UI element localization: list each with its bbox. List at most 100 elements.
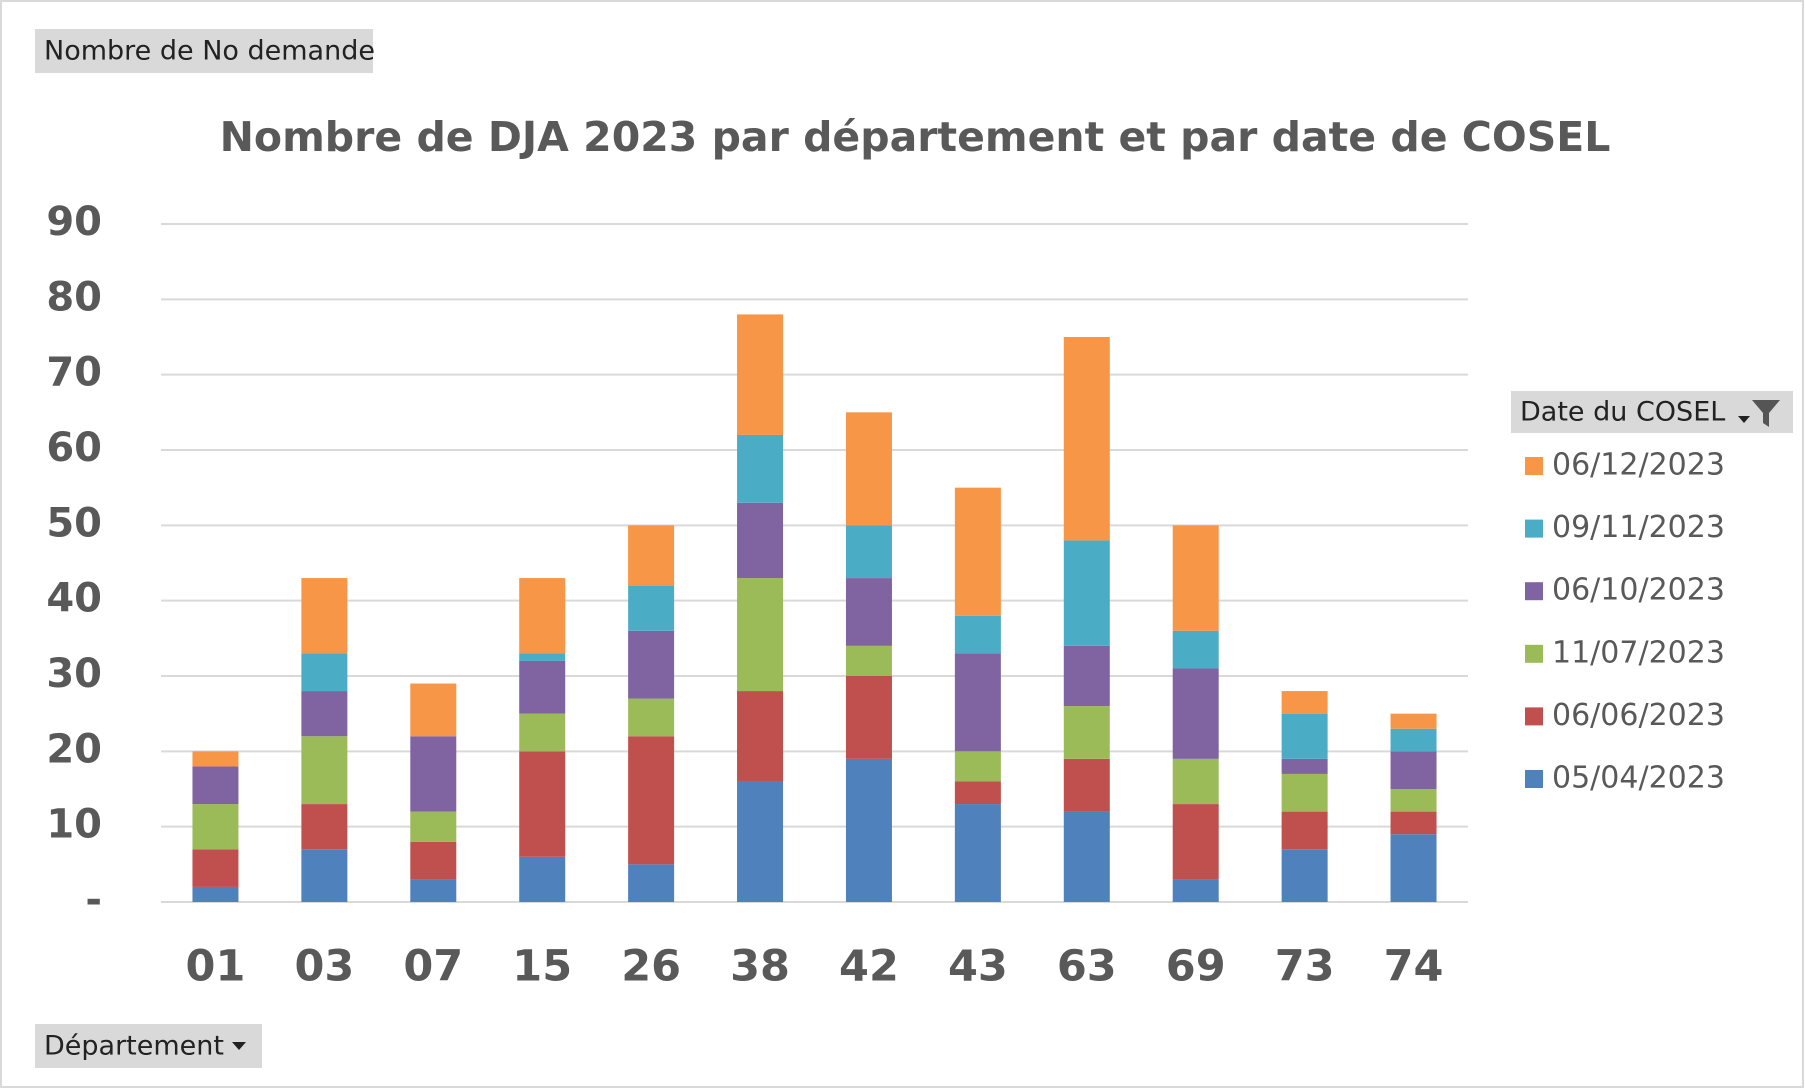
legend-swatch <box>1525 770 1543 788</box>
legend-label: 09/11/2023 <box>1552 510 1725 545</box>
bar-segment <box>1172 758 1219 805</box>
bar-segment <box>845 412 892 526</box>
bar-segment <box>519 713 566 752</box>
axis-field-label: Département <box>44 1031 224 1062</box>
bar-segment <box>1063 645 1110 707</box>
bar-segment <box>1172 879 1219 902</box>
bar-segment <box>628 736 675 865</box>
bar-segment <box>1390 789 1437 812</box>
bar-segment <box>410 879 457 902</box>
axis-field-button[interactable]: Département <box>35 1024 262 1068</box>
x-tick-label: 26 <box>621 942 681 992</box>
bar-segment <box>1281 758 1328 774</box>
bar-segment <box>192 804 239 850</box>
bar-segment <box>410 683 457 737</box>
bar-segment <box>845 676 892 759</box>
bar-segment <box>519 660 566 714</box>
legend-swatch <box>1525 519 1543 538</box>
bar-segment <box>954 804 1001 902</box>
y-tick-label: 90 <box>46 199 102 245</box>
bar-segment <box>1063 337 1110 541</box>
bar-segment <box>628 698 675 737</box>
bar-segment <box>519 751 566 857</box>
bar-segment <box>410 736 457 812</box>
y-tick-label: 60 <box>46 425 102 471</box>
bar-segment <box>737 314 784 435</box>
x-tick-label: 15 <box>512 942 572 992</box>
x-tick-label: 01 <box>186 942 246 992</box>
bar-segment <box>737 434 784 503</box>
bar-segment <box>1390 811 1437 835</box>
legend-title: Date du COSEL <box>1520 397 1725 428</box>
bar-segment <box>845 578 892 646</box>
y-tick-label: 80 <box>46 274 102 320</box>
bar-segment <box>1172 630 1219 669</box>
bar-segment <box>1390 834 1437 902</box>
bar-segment <box>628 864 675 902</box>
bar-segment <box>845 525 892 579</box>
y-tick-label: - <box>85 877 102 923</box>
bar-segment <box>410 811 457 842</box>
legend-field-button[interactable]: Date du COSEL <box>1511 391 1793 433</box>
y-tick-label: 40 <box>46 576 102 622</box>
bar-segment <box>1281 811 1328 850</box>
bar-segment <box>737 578 784 692</box>
bar-segment <box>519 578 566 654</box>
bar-segment <box>519 856 566 902</box>
bar-segment <box>954 615 1001 654</box>
bar-segment <box>1390 713 1437 729</box>
bar-segment <box>1172 525 1219 631</box>
bar-segment <box>845 758 892 902</box>
bar-segment <box>954 781 1001 805</box>
bar-segment <box>737 781 784 902</box>
data-field-button[interactable]: Nombre de No demande <box>35 29 375 73</box>
bar-segment <box>845 645 892 676</box>
y-tick-label: 20 <box>46 726 102 772</box>
bar-segment <box>1390 728 1437 752</box>
chart-title: Nombre de DJA 2023 par département et pa… <box>220 113 1611 161</box>
bar-segment <box>737 691 784 782</box>
legend-swatch <box>1525 582 1543 601</box>
bar-segment <box>192 849 239 887</box>
bar-segment <box>1063 758 1110 812</box>
bar-segment <box>410 841 457 880</box>
bar-segment <box>1063 540 1110 646</box>
x-tick-label: 69 <box>1166 942 1226 992</box>
bar-segment <box>1063 811 1110 902</box>
bar-segment <box>192 751 239 767</box>
y-tick-label: 50 <box>46 500 102 546</box>
legend-label: 06/12/2023 <box>1552 448 1725 483</box>
button-bg <box>1511 391 1793 433</box>
x-tick-label: 63 <box>1057 942 1117 992</box>
bar-segment <box>301 849 348 902</box>
y-tick-label: 70 <box>46 350 102 396</box>
bar-segment <box>192 766 239 805</box>
bar-segment <box>1390 751 1437 789</box>
bar-segment <box>301 578 348 654</box>
legend-label: 05/04/2023 <box>1552 761 1725 796</box>
legend-label: 06/06/2023 <box>1552 698 1725 733</box>
data-field-label: Nombre de No demande <box>44 36 375 67</box>
bar-segment <box>628 525 675 586</box>
x-tick-label: 73 <box>1275 942 1335 992</box>
bar-segment <box>519 653 566 661</box>
bar-segment <box>301 691 348 737</box>
x-tick-label: 03 <box>294 942 354 992</box>
x-tick-label: 07 <box>403 942 463 992</box>
bar-segment <box>1281 849 1328 902</box>
bar-segment <box>1063 706 1110 759</box>
bar-segment <box>1281 773 1328 812</box>
legend-swatch <box>1525 644 1543 663</box>
y-tick-label: 30 <box>46 651 102 697</box>
filter-icon <box>1752 400 1780 427</box>
bar-segment <box>954 487 1001 616</box>
bar-segment <box>737 502 784 579</box>
bar-segment <box>628 585 675 631</box>
bar-segment <box>1172 804 1219 880</box>
bar-segment <box>192 886 239 902</box>
x-tick-label: 42 <box>839 942 899 992</box>
x-tick-label: 38 <box>730 942 790 992</box>
bar-segment <box>1281 691 1328 714</box>
